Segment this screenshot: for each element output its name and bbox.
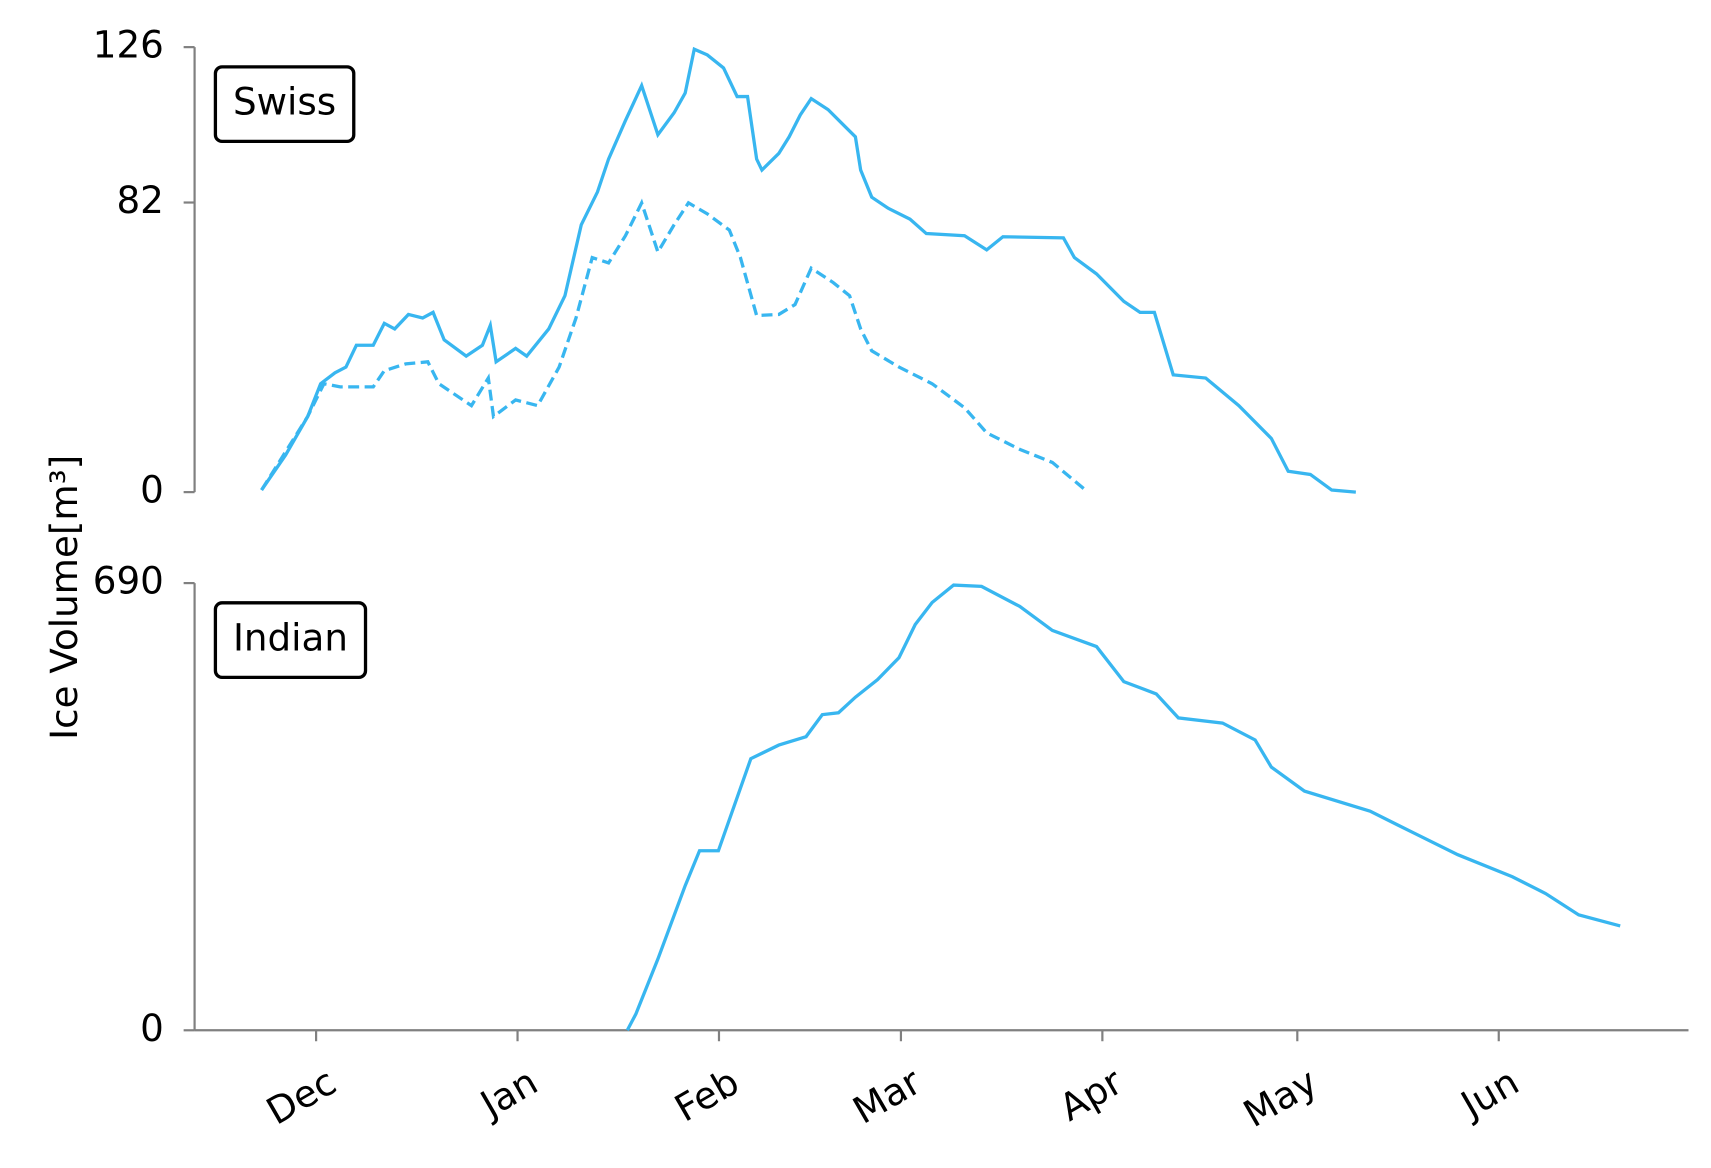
data-line (625, 583, 1621, 1032)
panel-label: Swiss (233, 80, 336, 124)
panel-label-box (213, 65, 356, 144)
data-line (260, 198, 1087, 492)
x-tick-label: Apr (1052, 1059, 1130, 1130)
x-tick-label: Jan (471, 1059, 544, 1127)
panel-label-box (213, 601, 368, 679)
x-tick-label: Dec (259, 1059, 343, 1133)
x-tick-label: May (1236, 1059, 1325, 1136)
panel-label: Indian (233, 616, 348, 660)
y-tick-label: 0 (140, 468, 164, 512)
y-tick-label: 0 (140, 1006, 164, 1050)
y-tick-label: 126 (93, 23, 164, 67)
x-tick-label: Mar (845, 1059, 928, 1133)
y-tick-label: 690 (93, 559, 164, 603)
y-tick-label: 82 (116, 178, 163, 222)
y-axis-label: Ice Volume[m³] (42, 455, 86, 740)
data-line (260, 46, 1356, 494)
x-tick-label: Jun (1452, 1059, 1526, 1127)
x-tick-label: Feb (667, 1059, 746, 1130)
